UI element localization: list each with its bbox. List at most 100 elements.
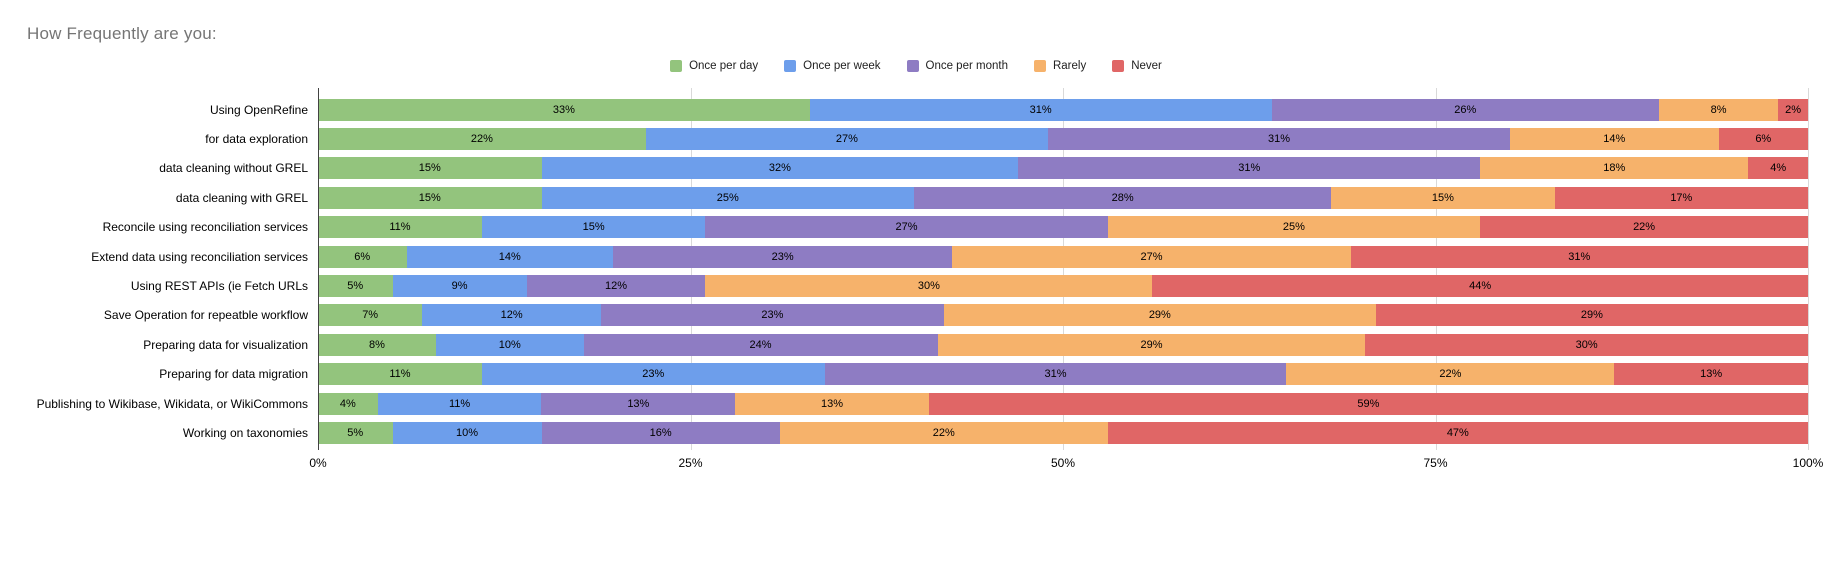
segment-value-label: 28% [1111,191,1134,204]
bar-segment-once-per-month: 16% [541,421,780,444]
segment-value-label: 27% [1140,250,1163,263]
segment-value-label: 8% [369,338,385,351]
legend-item-never: Never [1112,60,1162,72]
segment-value-label: 23% [642,368,665,381]
gridline [1435,88,1437,450]
table-row: for data exploration 22% 27% 31% 14% 6% [0,124,1808,153]
bar-segment-rarely: 18% [1480,157,1749,180]
legend-swatch-icon [670,60,683,72]
segment-value-label: 25% [1282,221,1305,234]
bar-segment-once-per-week: 12% [422,304,602,327]
segment-value-label: 15% [582,221,605,234]
bar-segment-once-per-month: 13% [541,392,736,415]
category-label: Publishing to Wikibase, Wikidata, or Wik… [36,396,308,411]
chart-title: How Frequently are you: [27,24,217,43]
stacked-bar-chart: Using OpenRefine 33% 31% 26% 8% 2% for data ex… [0,88,1832,478]
bar-segment-once-per-week: 9% [392,275,527,298]
segment-value-label: 6% [1755,133,1772,146]
bar-track: 15% 32% 31% 18% 4% [318,157,1808,180]
legend-item-rarely: Rarely [1033,60,1087,72]
bar-segment-rarely: 30% [705,275,1153,298]
bar-segment-once-per-week: 14% [406,245,614,268]
bar-segment-once-per-day: 11% [318,363,482,386]
bar-track: 15% 25% 28% 15% 17% [318,186,1808,209]
segment-value-label: 8% [1710,103,1727,116]
segment-value-label: 59% [1357,397,1380,410]
legend-swatch-icon [1112,60,1125,72]
bar-segment-never: 29% [1375,304,1808,327]
bar-segment-once-per-month: 31% [824,363,1287,386]
legend-label: Rarely [1052,60,1087,72]
bar-segment-once-per-week: 27% [645,128,1049,151]
segment-value-label: 11% [448,397,471,410]
y-axis-line [318,88,319,450]
bar-segment-once-per-day: 5% [318,275,393,298]
table-row: data cleaning with GREL 15% 25% 28% 15% 17% [0,183,1808,212]
segment-value-label: 13% [1700,368,1723,381]
bar-segment-rarely: 8% [1658,98,1779,121]
segment-value-label: 12% [604,280,627,293]
table-row: Using REST APIs (ie Fetch URLs 5% 9% 12% 30%… [0,271,1808,300]
x-axis-tick-label: 25% [678,456,703,470]
x-axis-tick-label: 0% [309,456,327,470]
segment-value-label: 31% [1268,133,1291,146]
segment-value-label: 13% [627,397,650,410]
bar-segment-once-per-day: 6% [318,245,407,268]
legend-label: Once per day [689,60,759,72]
bar-track: 5% 9% 12% 30% 44% [318,275,1808,298]
segment-value-label: 18% [1603,162,1626,175]
segment-value-label: 31% [1029,103,1052,116]
bar-segment-never: 13% [1614,363,1808,386]
bar-segment-once-per-month: 26% [1271,98,1659,121]
table-row: Save Operation for repeatble workflow 7% 1… [0,301,1808,330]
bar-segment-once-per-week: 15% [481,216,706,239]
bar-track: 4% 11% 13% 13% 59% [318,392,1808,415]
segment-value-label: 12% [500,309,523,322]
legend-item-once-per-week: Once per week [784,60,881,72]
segment-value-label: 31% [1568,250,1591,263]
segment-value-label: 17% [1670,191,1693,204]
bar-segment-rarely: 22% [779,421,1108,444]
table-row: Publishing to Wikibase, Wikidata, or Wik… [0,389,1808,418]
table-row: Using OpenRefine 33% 31% 26% 8% 2% [0,95,1808,124]
segment-value-label: 15% [418,191,441,204]
bar-segment-once-per-day: 8% [318,333,437,356]
bar-rows: Using OpenRefine 33% 31% 26% 8% 2% for data ex… [0,88,1832,448]
bar-segment-never: 47% [1107,421,1808,444]
segment-value-label: 5% [347,426,364,439]
segment-value-label: 10% [455,426,479,439]
segment-value-label: 32% [768,162,791,175]
x-axis: 0% 25% 50% 75% 100% [309,456,1823,478]
bar-segment-once-per-month: 27% [705,216,1108,239]
bar-track: 22% 27% 31% 14% 6% [318,128,1808,151]
gridline [1063,88,1064,450]
legend-label: Never [1131,60,1162,72]
bar-segment-once-per-day: 15% [318,186,542,209]
bar-track: 33% 31% 26% 8% 2% [318,98,1808,121]
bar-segment-once-per-month: 24% [583,333,938,356]
bar-segment-never: 44% [1152,275,1808,298]
bar-segment-rarely: 29% [937,333,1366,356]
x-axis-tick-label: 75% [1423,456,1448,470]
segment-value-label: 30% [1575,338,1598,351]
category-label: for data exploration [205,132,308,147]
bar-segment-once-per-week: 23% [481,363,825,386]
bar-segment-rarely: 25% [1107,216,1481,239]
segment-value-label: 2% [1785,103,1801,116]
category-label: Using OpenRefine [209,102,308,117]
bar-segment-never: 17% [1554,186,1808,209]
segment-value-label: 29% [1580,309,1603,322]
bar-segment-once-per-week: 32% [541,157,1019,180]
bar-track: 6% 14% 23% 27% 31% [318,245,1808,268]
bar-segment-once-per-week: 10% [392,421,542,444]
segment-value-label: 22% [470,133,493,146]
gridline [690,88,692,450]
segment-value-label: 27% [835,133,858,146]
segment-value-label: 10% [498,338,521,351]
bar-segment-never: 30% [1365,333,1808,356]
category-label: Reconcile using reconciliation services [102,220,308,235]
legend-swatch-icon [1033,60,1046,72]
segment-value-label: 14% [498,250,521,263]
segment-value-label: 4% [1770,162,1787,175]
